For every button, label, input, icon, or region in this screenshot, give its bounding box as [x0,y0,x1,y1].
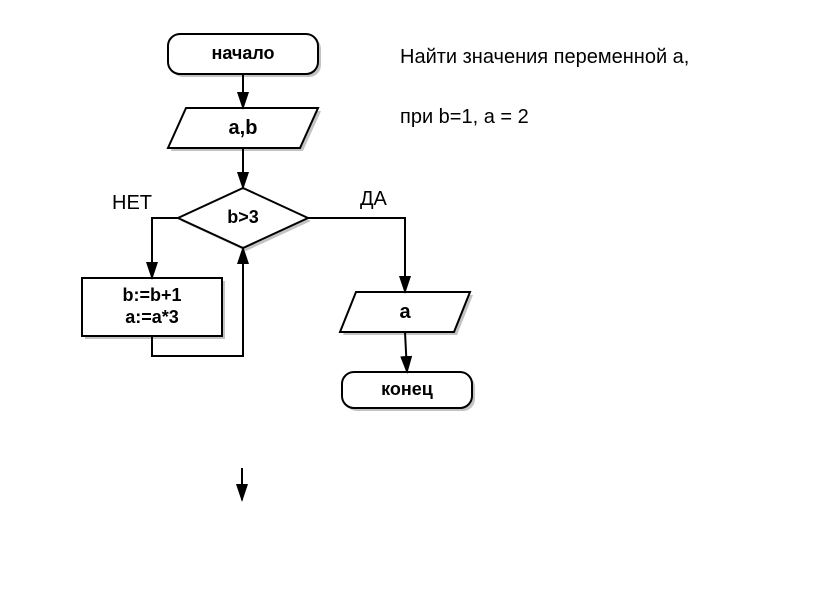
yes-branch-label: ДА [360,188,387,211]
decision-node-label: b>3 [178,188,308,248]
process-node-label: b:=b+1 a:=a*3 [82,278,222,336]
problem-text-line1: Найти значения переменной а, [400,42,689,72]
problem-text-line2: при b=1, а = 2 [400,102,529,132]
no-branch-label: НЕТ [112,192,152,215]
start-node-label: начало [168,34,318,74]
output-node-label: a [340,292,470,332]
input-node-label: a,b [168,108,318,148]
end-node-label: конец [342,372,472,408]
